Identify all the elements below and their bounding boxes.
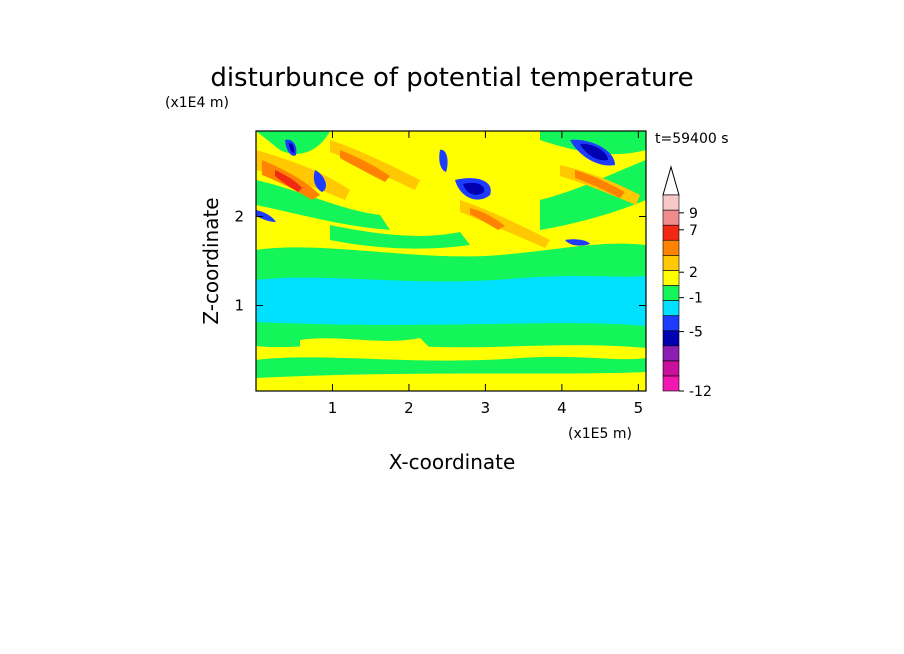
colorbar-swatch <box>662 345 680 362</box>
x-tick-label: 1 <box>328 399 338 417</box>
colorbar-tick-label: 2 <box>689 265 698 281</box>
colorbar-swatch <box>662 270 680 286</box>
colorbar-tick-label: -1 <box>689 291 703 307</box>
colorbar-swatch <box>662 300 680 316</box>
contour-fill <box>580 143 608 161</box>
contour-fill <box>575 170 625 198</box>
contour-field <box>256 131 646 391</box>
contour-fill <box>460 200 550 248</box>
contour-fill <box>289 143 295 153</box>
contour-fill <box>340 150 390 182</box>
contour-fill <box>330 225 470 249</box>
x-tick-label: 5 <box>634 399 644 417</box>
contour-fill <box>330 140 420 190</box>
time-annotation: t=59400 s <box>655 131 729 147</box>
contour-fill <box>470 208 505 230</box>
chart-title: disturbunce of potential temperature <box>210 63 693 93</box>
x-tick-label: 4 <box>557 399 567 417</box>
colorbar-swatch <box>662 255 680 271</box>
contour-fill <box>275 170 302 192</box>
colorbar-swatch <box>662 194 680 211</box>
contour-fill <box>256 276 646 326</box>
plot-frame <box>255 130 647 392</box>
colorbar-swatch <box>662 224 680 241</box>
contour-fill <box>256 180 390 230</box>
y-axis-label: Z-coordinate <box>199 197 223 324</box>
y-unit: (x1E4 m) <box>165 95 229 111</box>
x-axis-label: X-coordinate <box>389 450 516 474</box>
x-unit: (x1E5 m) <box>568 426 632 442</box>
colorbar-tick-label: -5 <box>689 325 703 341</box>
contour-fill <box>565 239 590 246</box>
contour-fill <box>256 210 276 222</box>
contour-fill <box>256 150 350 200</box>
colorbar-swatch <box>662 209 680 226</box>
contour-fill <box>439 149 448 172</box>
colorbar-swatch <box>662 360 680 377</box>
colorbar-tick-label: 7 <box>689 223 698 239</box>
y-tick-label: 2 <box>234 207 244 225</box>
colorbar-swatch <box>662 330 680 347</box>
colorbar-swatch <box>662 375 680 392</box>
colorbar-swatch <box>662 315 680 331</box>
contour-fill <box>540 131 646 155</box>
colorbar-tick-label: 9 <box>689 206 698 222</box>
colorbar-swatch <box>662 285 680 301</box>
contour-fill <box>463 182 485 195</box>
colorbar-swatch <box>662 239 680 256</box>
contour-fill <box>300 338 430 351</box>
x-tick-label: 3 <box>481 399 491 417</box>
colorbar-tick-label: -12 <box>689 384 712 400</box>
x-tick-label: 2 <box>404 399 414 417</box>
colorbar-arrow <box>662 165 680 196</box>
y-tick-label: 1 <box>234 297 244 315</box>
contour-fill <box>540 160 646 230</box>
contour-fill <box>256 356 646 378</box>
contour-fill <box>313 170 326 192</box>
